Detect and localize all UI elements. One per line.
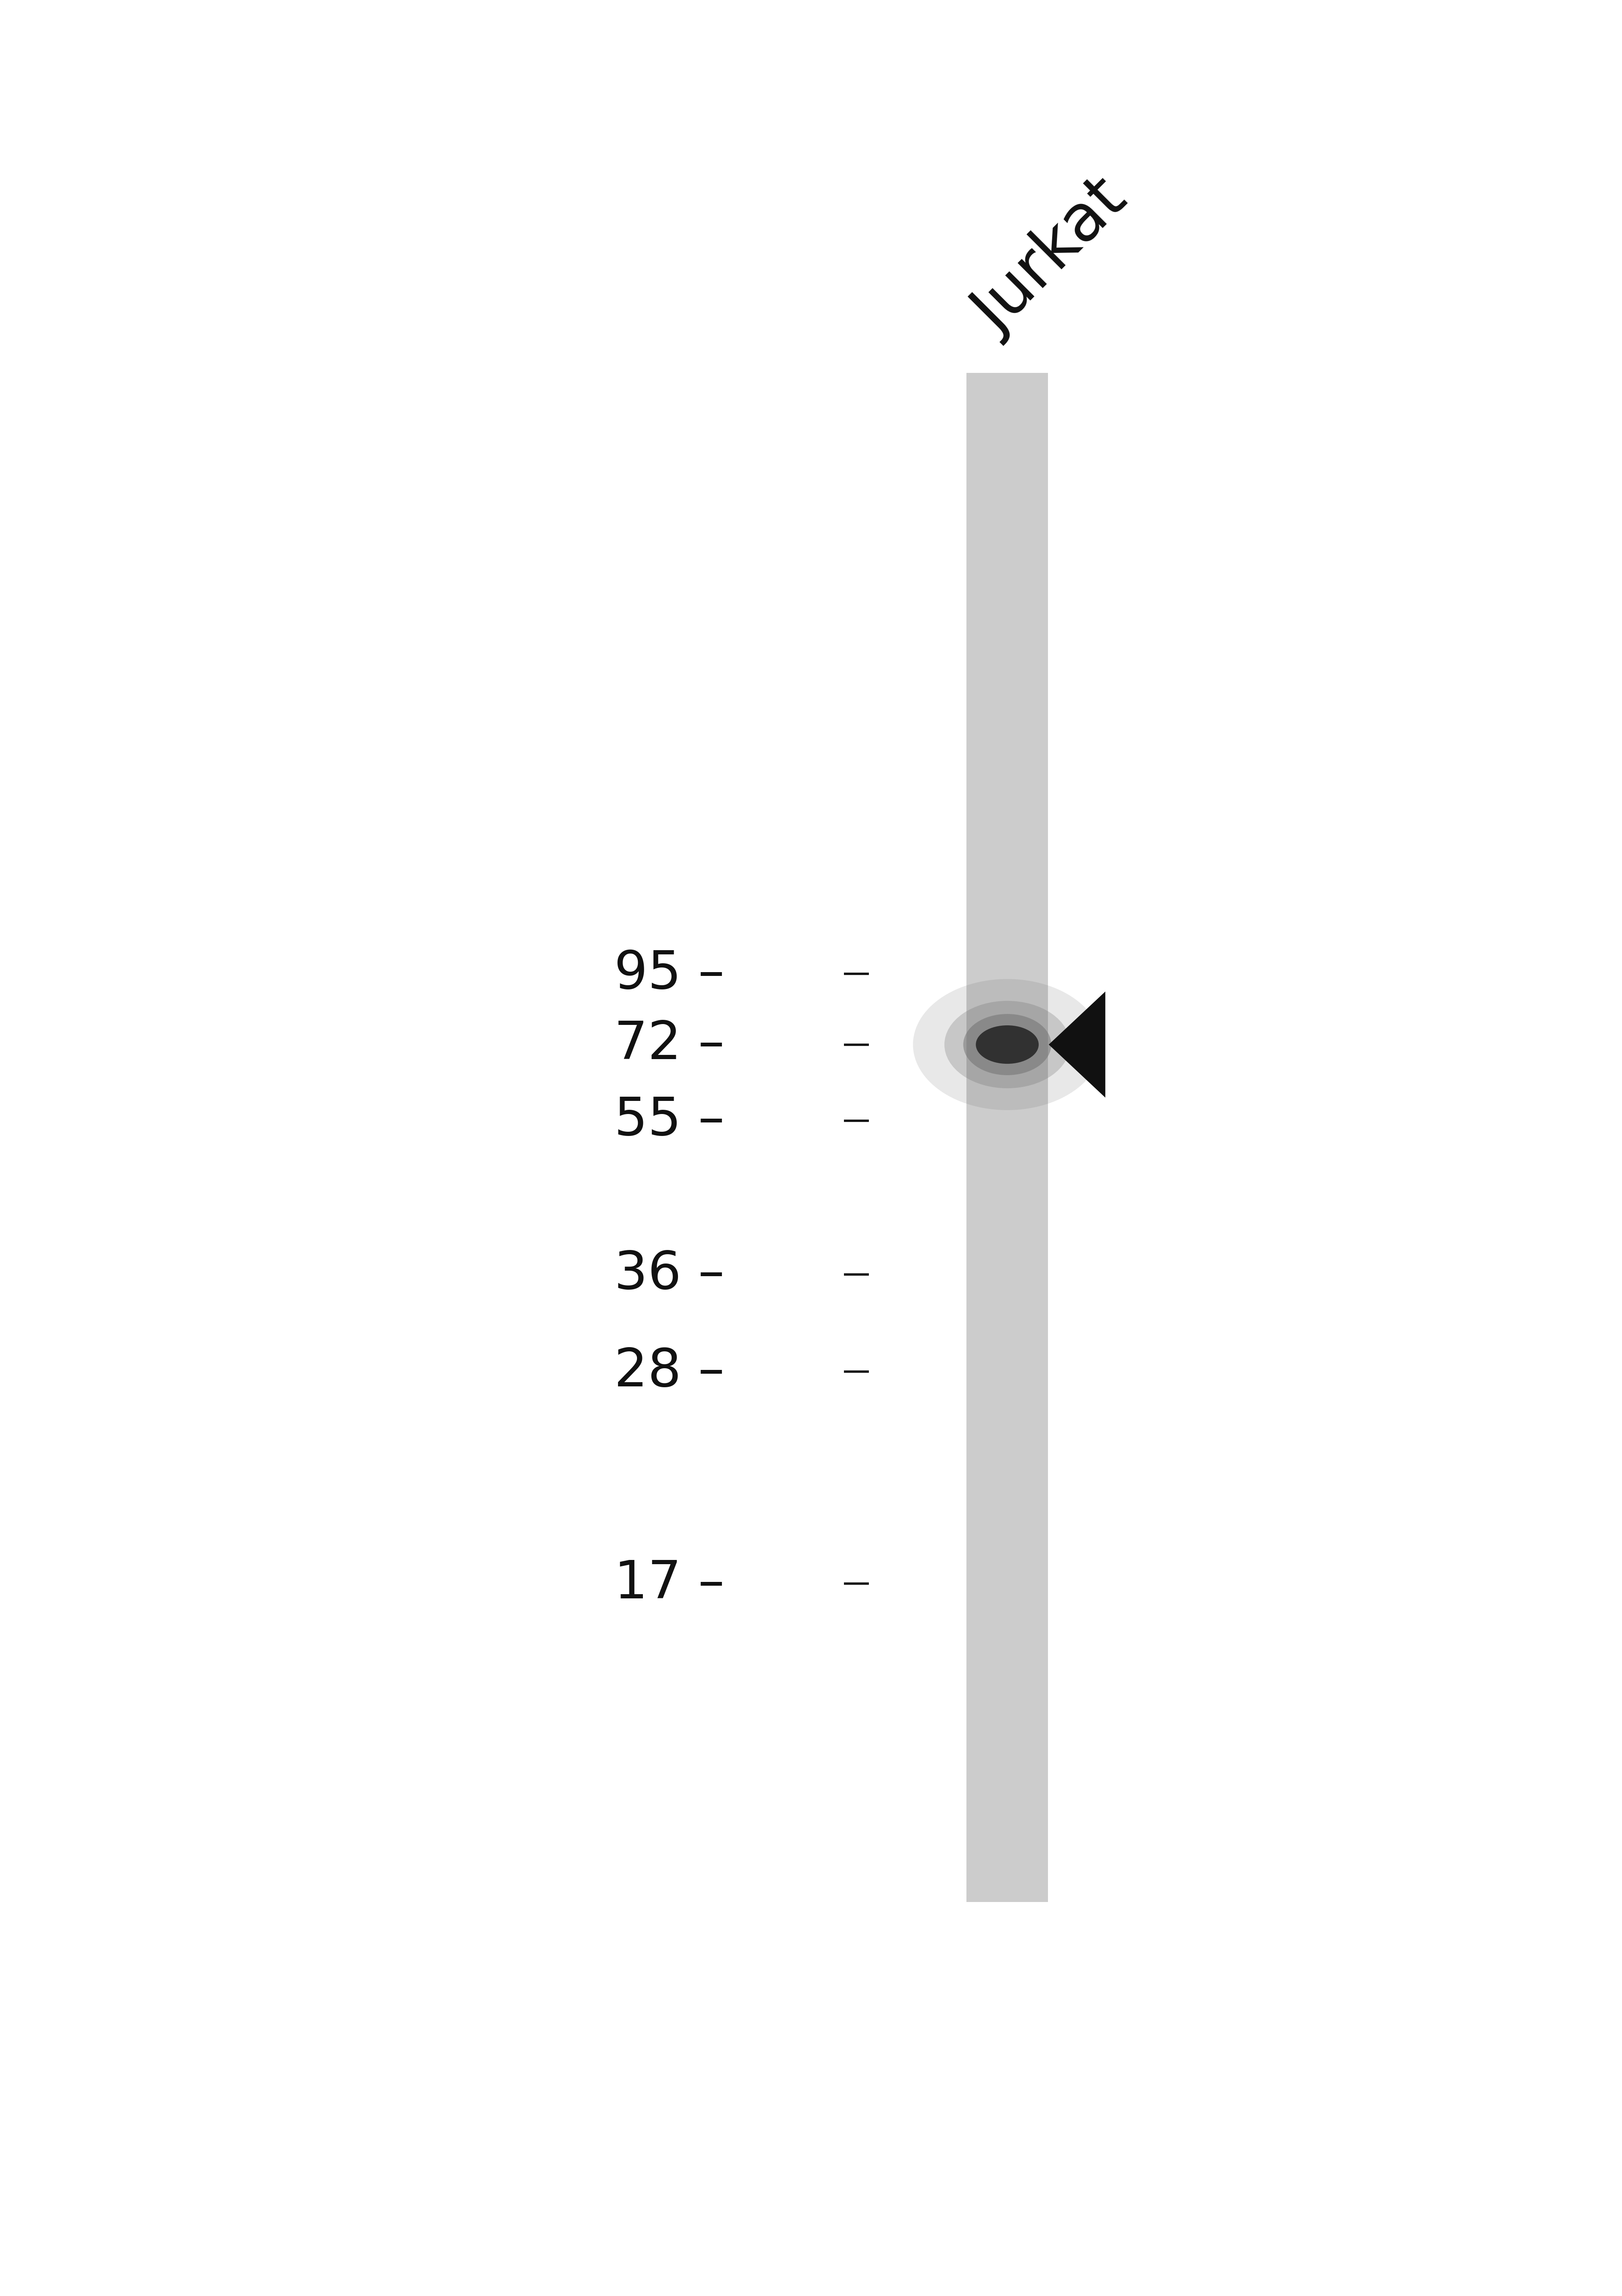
Text: 36 –: 36 – (615, 1249, 725, 1300)
Ellipse shape (944, 1001, 1071, 1088)
Text: 28 –: 28 – (615, 1345, 725, 1398)
Text: Jurkat: Jurkat (963, 170, 1140, 347)
Ellipse shape (976, 1026, 1038, 1063)
Bar (967, 372, 1048, 1901)
Text: 72 –: 72 – (615, 1019, 725, 1070)
Ellipse shape (963, 1015, 1051, 1075)
Text: 95 –: 95 – (615, 948, 725, 999)
Text: 55 –: 55 – (615, 1095, 725, 1146)
Ellipse shape (913, 978, 1101, 1111)
Text: 17 –: 17 – (615, 1559, 725, 1609)
Polygon shape (1049, 992, 1105, 1097)
